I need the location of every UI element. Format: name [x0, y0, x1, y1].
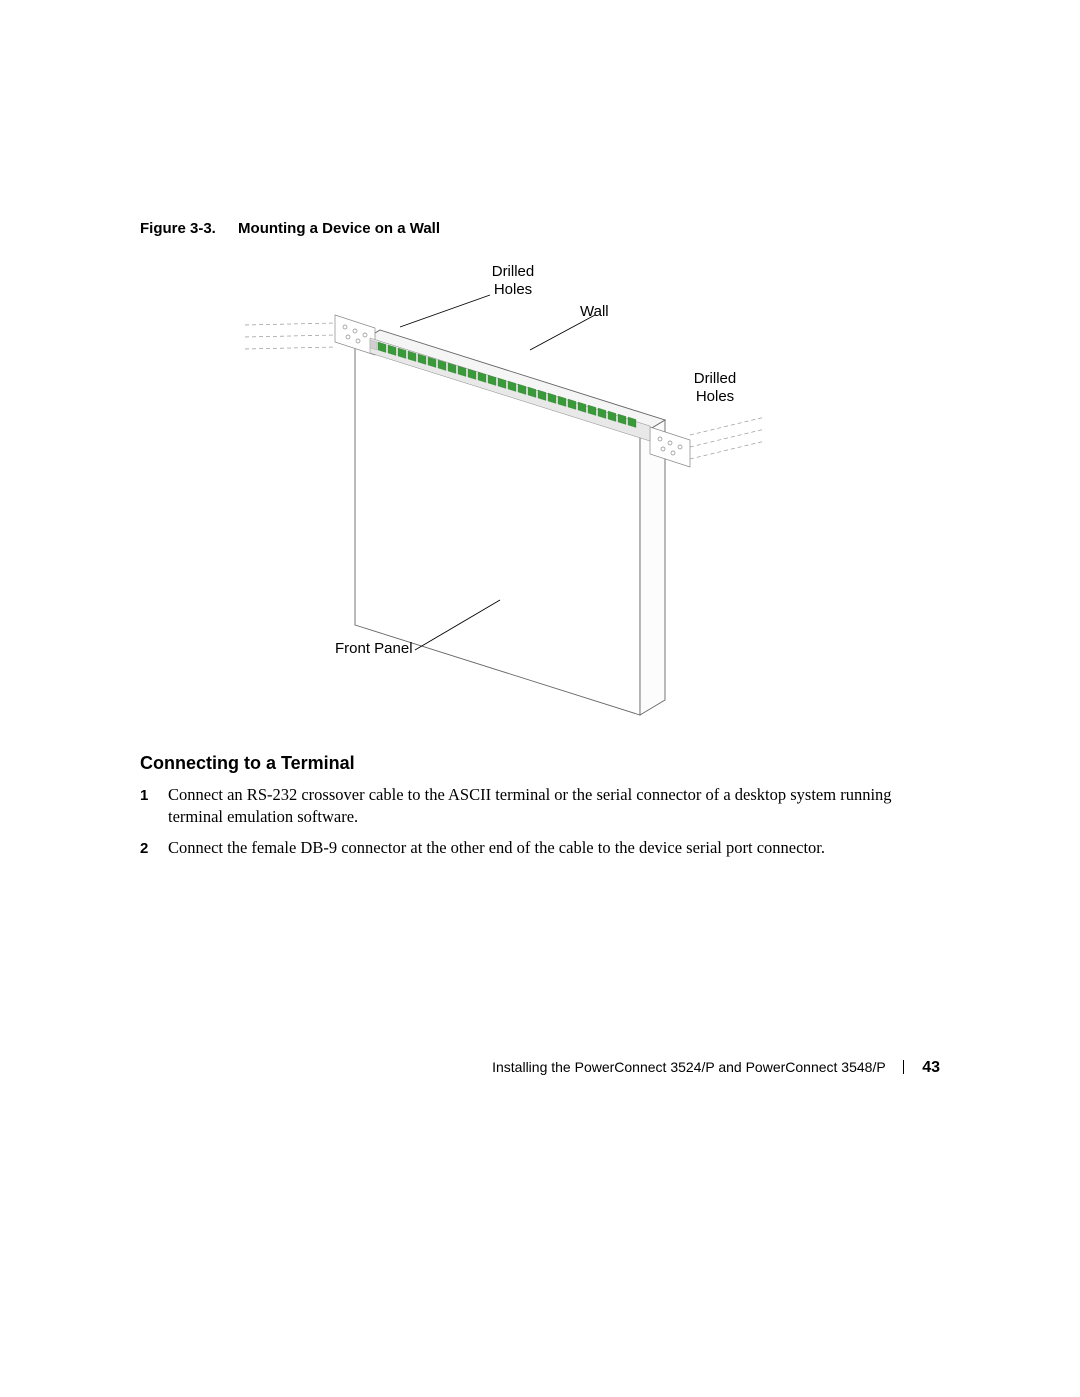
- label-front-panel: Front Panel: [335, 640, 413, 658]
- step-item: 2 Connect the female DB-9 connector at t…: [140, 837, 940, 859]
- label-drilled-holes-top: Drilled Holes: [478, 263, 548, 299]
- footer-divider: [903, 1060, 904, 1074]
- figure-caption: Figure 3-3. Mounting a Device on a Wall: [140, 220, 940, 237]
- label-wall: Wall: [580, 303, 609, 321]
- step-list: 1 Connect an RS-232 crossover cable to t…: [140, 784, 940, 859]
- page-number: 43: [922, 1059, 940, 1076]
- step-number: 1: [140, 784, 168, 829]
- step-text: Connect an RS-232 crossover cable to the…: [168, 784, 940, 829]
- step-item: 1 Connect an RS-232 crossover cable to t…: [140, 784, 940, 829]
- page-footer: Installing the PowerConnect 3524/P and P…: [492, 1059, 940, 1077]
- label-drilled-holes-right: Drilled Holes: [680, 370, 750, 406]
- step-text: Connect the female DB-9 connector at the…: [168, 837, 940, 859]
- section-heading: Connecting to a Terminal: [140, 753, 940, 774]
- footer-chapter: Installing the PowerConnect 3524/P and P…: [492, 1059, 885, 1075]
- step-number: 2: [140, 837, 168, 859]
- figure-title: Mounting a Device on a Wall: [238, 220, 440, 237]
- figure-number: Figure 3-3.: [140, 220, 216, 237]
- figure-diagram: Drilled Holes Wall Drilled Holes Front P…: [180, 255, 980, 725]
